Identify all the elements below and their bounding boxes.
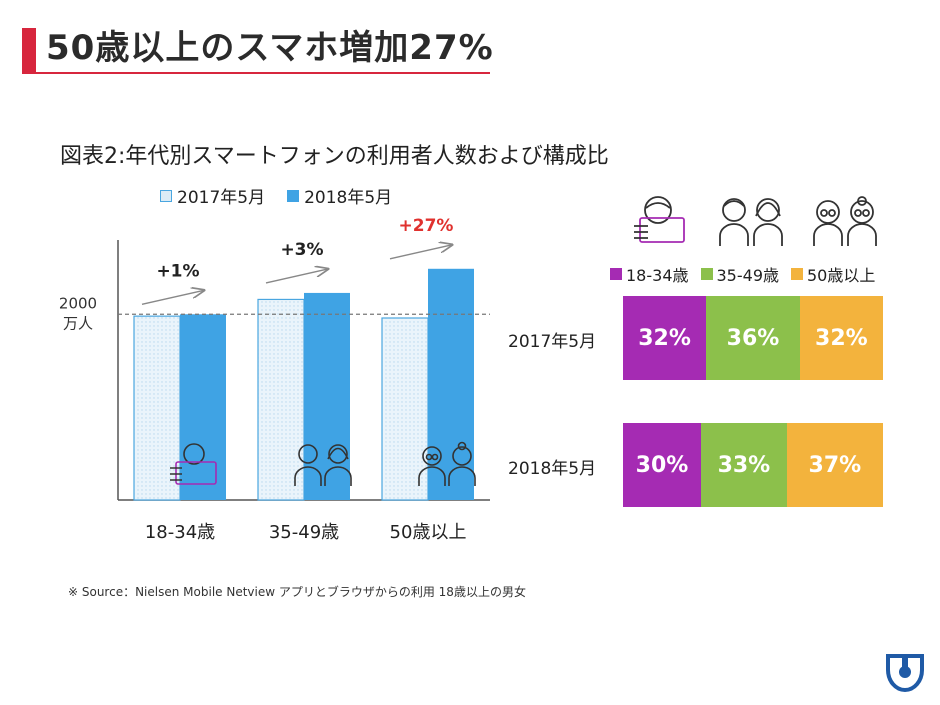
bar-2018-1 <box>180 314 226 500</box>
delta-label: +27% <box>399 216 454 236</box>
bar-2018-3 <box>428 268 474 500</box>
legend-swatch-2017 <box>160 189 172 202</box>
young-person-with-phone-icon <box>170 443 217 485</box>
figure-title: 図表2:年代別スマートフォンの利用者人数および構成比 <box>60 144 609 169</box>
legend-swatch-2018 <box>287 189 300 202</box>
adult-couple-icon <box>294 444 352 486</box>
legend-item-18-34: 18-34歳 <box>610 262 689 286</box>
delta-arrow <box>389 245 452 260</box>
page-title: 50歳以上のスマホ増加27% <box>46 28 494 68</box>
legend-swatch-18-34 <box>610 268 622 280</box>
delta-label: +1% <box>156 261 199 281</box>
reference-label-value: 2000 <box>59 294 97 312</box>
stacked-segment: 32% <box>799 296 883 380</box>
legend-swatch-50plus <box>791 268 803 280</box>
delta-arrow <box>141 290 204 305</box>
bar-2018-2 <box>304 292 350 500</box>
legend-label-18-34: 18-34歳 <box>626 266 689 285</box>
bar-2017-2 <box>257 298 305 501</box>
row-label: 2017年5月 <box>508 332 597 352</box>
legend-label-2017: 2017年5月 <box>177 188 266 208</box>
title-accent-bar <box>22 28 36 72</box>
legend-item-2017: 2017年5月 <box>160 183 265 208</box>
source-note: ※ Source：Nielsen Mobile Netview アプリとブラウザ… <box>68 585 526 599</box>
bar-2017-1 <box>133 315 181 501</box>
legend-item-50plus: 50歳以上 <box>791 262 875 286</box>
composition-legend: 18-34歳 35-49歳 50歳以上 <box>610 262 875 286</box>
stacked-segment: 33% <box>701 423 787 507</box>
legend-label-50plus: 50歳以上 <box>807 266 876 285</box>
delta-arrow <box>265 269 328 284</box>
x-tick-label: 35-49歳 <box>269 522 339 543</box>
x-tick-label: 50歳以上 <box>390 522 467 543</box>
bar-chart-legend: 2017年5月 2018年5月 <box>160 183 392 208</box>
row-label: 2018年5月 <box>508 459 597 479</box>
x-tick-label: 18-34歳 <box>145 522 215 543</box>
legend-item-2018: 2018年5月 <box>287 183 392 208</box>
stacked-segment: 36% <box>706 296 800 380</box>
stacked-segment: 30% <box>623 423 701 507</box>
legend-item-35-49: 35-49歳 <box>700 262 780 286</box>
delta-label: +3% <box>280 240 323 260</box>
legend-swatch-35-49 <box>700 268 713 280</box>
senior-couple-icon <box>418 441 476 486</box>
company-logo-icon <box>886 654 924 692</box>
legend-label-2018: 2018年5月 <box>304 188 393 208</box>
stacked-segment: 32% <box>623 296 707 380</box>
stacked-segment: 37% <box>786 423 883 507</box>
reference-label-unit: 万人 <box>63 314 93 332</box>
title-underline <box>22 72 490 74</box>
legend-label-35-49: 35-49歳 <box>716 266 780 285</box>
